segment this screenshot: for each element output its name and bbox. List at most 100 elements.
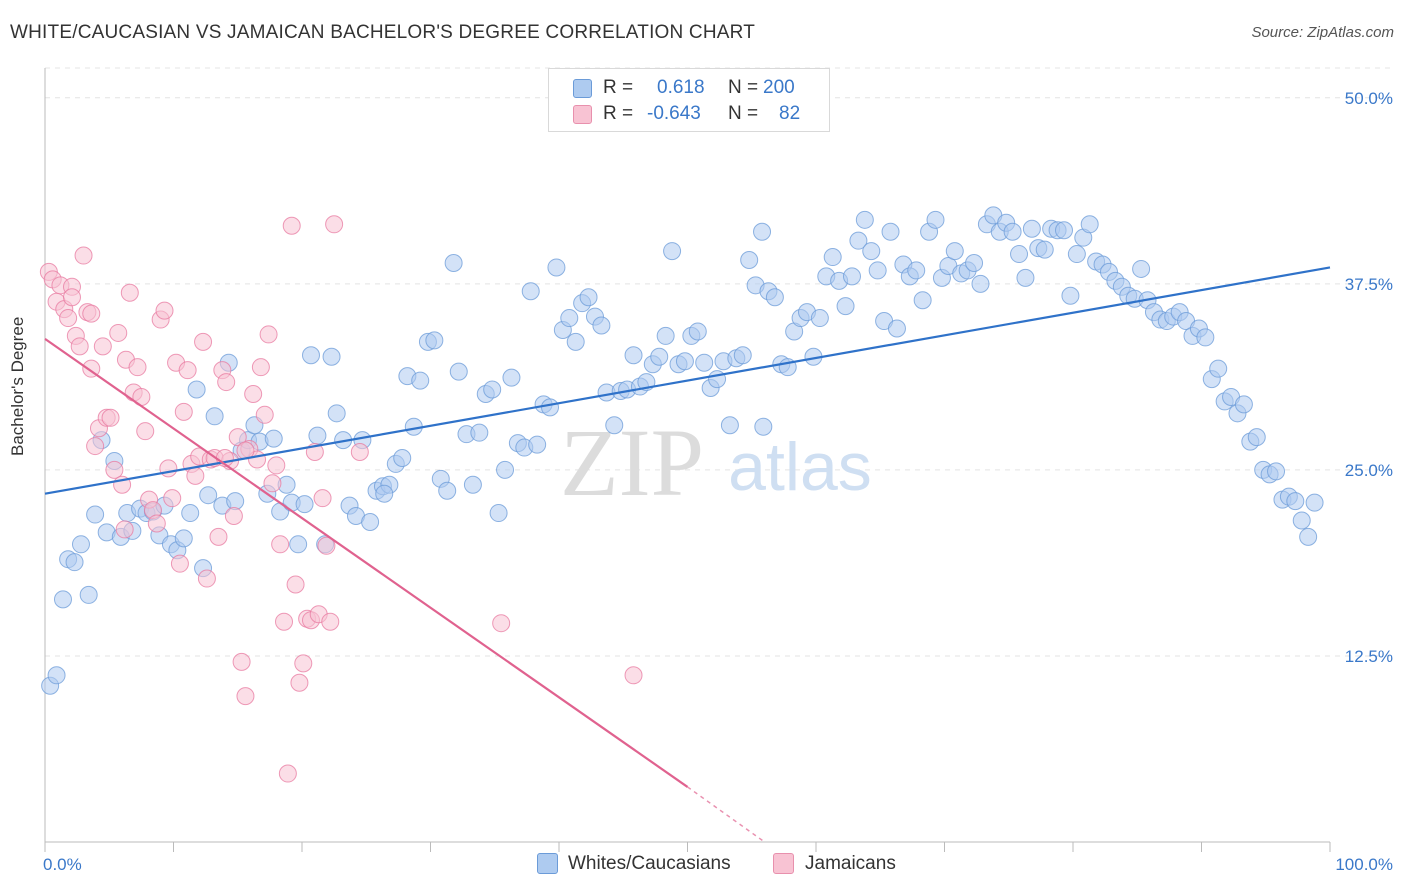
point-whites: [913, 291, 932, 310]
point-whites: [1061, 286, 1080, 305]
point-whites: [521, 282, 540, 301]
point-whites: [489, 504, 508, 523]
point-whites: [295, 495, 314, 514]
point-whites: [187, 380, 206, 399]
point-whites: [322, 347, 341, 366]
point-whites: [945, 242, 964, 261]
y-tick-label: 50.0%: [1345, 89, 1393, 108]
point-jamaicans: [321, 612, 340, 631]
point-whites: [449, 362, 468, 381]
point-whites: [849, 231, 868, 250]
point-jamaicans: [186, 466, 205, 485]
point-whites: [79, 585, 98, 604]
point-jamaicans: [62, 288, 81, 307]
point-whites: [264, 429, 283, 448]
watermark-zip: ZIP: [560, 409, 704, 516]
point-whites: [425, 331, 444, 350]
point-whites: [53, 590, 72, 609]
point-whites: [971, 274, 990, 293]
point-jamaicans: [155, 301, 174, 320]
point-whites: [740, 251, 759, 270]
y-axis-label: Bachelor's Degree: [8, 316, 27, 456]
point-whites: [411, 371, 430, 390]
point-whites: [823, 248, 842, 267]
point-whites: [1035, 240, 1054, 259]
watermark: ZIP atlas: [560, 409, 872, 516]
y-axis-label-wrap: Bachelor's Degree: [8, 317, 28, 456]
point-whites: [174, 529, 193, 548]
point-jamaicans: [275, 612, 294, 631]
point-whites: [579, 288, 598, 307]
point-whites: [502, 368, 521, 387]
point-whites: [887, 319, 906, 338]
chart-title: WHITE/CAUCASIAN VS JAMAICAN BACHELOR'S D…: [10, 22, 756, 43]
point-whites: [375, 484, 394, 503]
x-tick-label: 0.0%: [43, 855, 82, 874]
point-whites: [926, 210, 945, 229]
legend-n-value: 200: [763, 77, 795, 98]
point-whites: [663, 242, 682, 261]
point-whites: [1132, 259, 1151, 278]
point-jamaicans: [294, 654, 313, 673]
legend-n-label: N =: [728, 77, 759, 98]
point-whites: [855, 210, 874, 229]
point-jamaicans: [128, 358, 147, 377]
point-whites: [656, 326, 675, 345]
point-whites: [753, 222, 772, 241]
point-whites: [541, 398, 560, 417]
point-jamaicans: [197, 569, 216, 588]
legend-n-label: N =: [728, 103, 759, 124]
point-jamaicans: [217, 373, 236, 392]
point-whites: [496, 460, 515, 479]
point-jamaicans: [209, 527, 228, 546]
point-whites: [695, 353, 714, 372]
point-jamaicans: [136, 422, 155, 441]
point-jamaicans: [325, 215, 344, 234]
legend-r-value: 0.618: [657, 77, 705, 98]
point-whites: [1055, 221, 1074, 240]
point-whites: [289, 535, 308, 554]
point-jamaicans: [174, 402, 193, 421]
point-jamaicans: [228, 428, 247, 447]
point-whites: [965, 253, 984, 272]
point-whites: [1010, 245, 1029, 264]
x-tick-label: 100.0%: [1335, 855, 1393, 874]
legend-swatch-jamaicans: [773, 853, 794, 874]
point-jamaicans: [59, 309, 78, 328]
point-whites: [438, 481, 457, 500]
point-jamaicans: [159, 459, 178, 478]
point-whites: [881, 222, 900, 241]
point-whites: [810, 309, 829, 328]
point-whites: [361, 512, 380, 531]
legend-r-value: -0.643: [647, 103, 701, 124]
point-jamaicans: [82, 304, 101, 323]
point-jamaicans: [232, 652, 251, 671]
point-whites: [862, 242, 881, 261]
legend-label-whites: Whites/Caucasians: [568, 853, 731, 874]
point-whites: [624, 346, 643, 365]
point-jamaicans: [74, 246, 93, 265]
point-whites: [199, 486, 218, 505]
point-whites: [650, 347, 669, 366]
point-jamaicans: [105, 460, 124, 479]
point-jamaicans: [70, 337, 89, 356]
point-jamaicans: [86, 437, 105, 456]
point-whites: [708, 370, 727, 389]
point-whites: [1292, 511, 1311, 530]
legend-label-jamaicans: Jamaicans: [805, 853, 896, 874]
point-whites: [1299, 527, 1318, 546]
axes: [44, 68, 1331, 852]
point-whites: [301, 346, 320, 365]
point-whites: [205, 407, 224, 426]
point-jamaicans: [147, 514, 166, 533]
point-whites: [1196, 328, 1215, 347]
point-whites: [1080, 215, 1099, 234]
point-whites: [1234, 395, 1253, 414]
trend-line-jamaicans-extension: [687, 786, 766, 843]
point-jamaicans: [317, 536, 336, 555]
point-jamaicans: [194, 332, 213, 351]
y-tick-label: 12.5%: [1345, 647, 1393, 666]
point-whites: [842, 267, 861, 286]
point-whites: [836, 297, 855, 316]
trend-line-whites: [44, 266, 1331, 495]
